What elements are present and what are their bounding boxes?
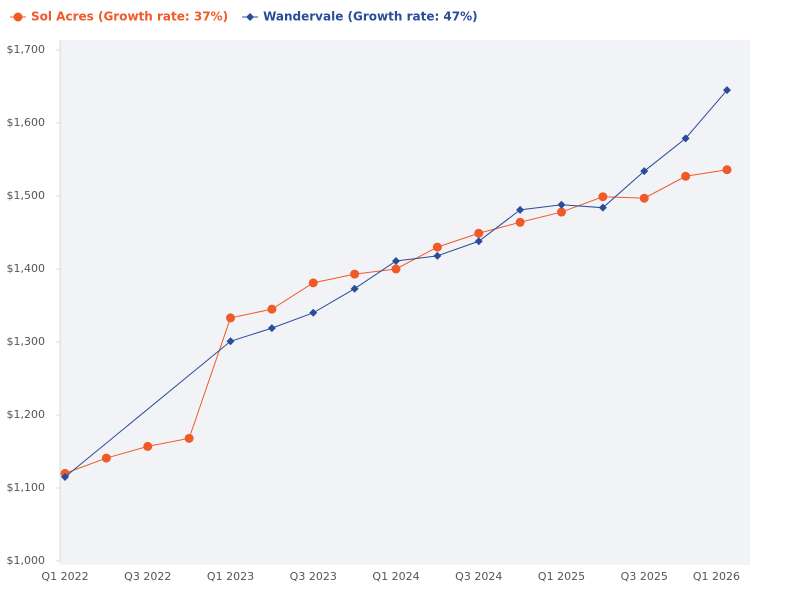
y-tick-label: $1,200 — [7, 408, 46, 421]
x-tick-label: Q3 2023 — [290, 570, 337, 583]
x-tick-label: Q3 2024 — [455, 570, 502, 583]
y-tick-label: $1,400 — [7, 262, 46, 275]
point — [557, 207, 566, 217]
x-tick-label: Q1 2022 — [41, 570, 88, 583]
point — [143, 441, 153, 451]
y-tick-label: $1,300 — [7, 335, 46, 348]
legend-marker — [246, 13, 255, 21]
point — [515, 217, 525, 227]
x-tick-label: Q1 2023 — [207, 570, 254, 583]
y-tick-label: $1,500 — [7, 189, 46, 202]
point — [723, 86, 731, 95]
point — [557, 200, 566, 209]
x-tick-label: Q3 2022 — [124, 570, 171, 583]
legend-label: Wandervale (Growth rate: 47%) — [263, 10, 478, 24]
legend-marker — [13, 12, 23, 22]
point — [640, 167, 649, 176]
point — [267, 304, 277, 314]
plot-area — [60, 40, 750, 565]
point — [432, 242, 442, 252]
point — [184, 433, 194, 443]
point — [226, 313, 235, 323]
x-tick-label: Q3 2025 — [621, 570, 668, 583]
point — [226, 337, 235, 346]
point — [267, 324, 276, 333]
point — [308, 278, 318, 288]
y-tick-label: $1,100 — [7, 481, 46, 494]
point — [639, 193, 649, 203]
point — [350, 284, 359, 293]
point — [350, 269, 360, 279]
point — [433, 251, 442, 260]
point — [681, 171, 691, 181]
x-tick-label: Q1 2026 — [693, 570, 740, 583]
point — [722, 165, 732, 175]
y-tick-label: $1,000 — [7, 554, 46, 567]
point — [391, 264, 401, 274]
point — [474, 228, 484, 238]
y-tick-label: $1,700 — [7, 43, 46, 56]
point — [101, 453, 111, 463]
series-line — [64, 89, 728, 478]
point — [516, 205, 525, 214]
point — [681, 134, 690, 143]
x-tick-label: Q1 2025 — [538, 570, 585, 583]
point — [392, 256, 400, 265]
point — [309, 308, 318, 317]
y-tick-label: $1,600 — [7, 116, 46, 129]
point — [598, 203, 607, 212]
point — [598, 192, 608, 202]
point — [61, 473, 69, 482]
x-tick-label: Q1 2024 — [372, 570, 419, 583]
point — [474, 237, 483, 246]
legend-label: Sol Acres (Growth rate: 37%) — [31, 10, 228, 24]
